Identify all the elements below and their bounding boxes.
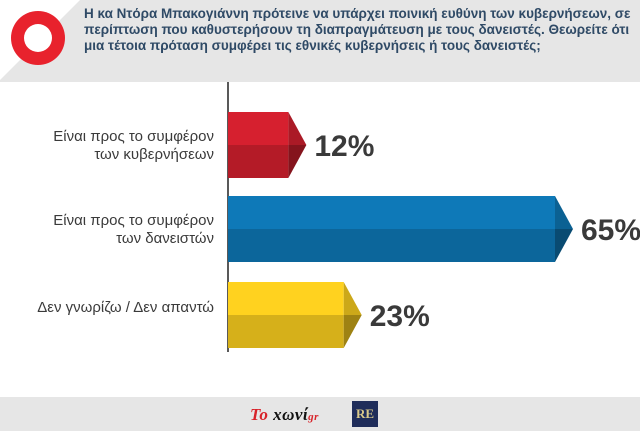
bar-1 bbox=[228, 112, 307, 178]
category-label: Είναι προς το συμφέρον bbox=[53, 128, 214, 145]
pollster-logo: RE bbox=[352, 401, 378, 427]
bar-2 bbox=[228, 196, 573, 262]
survey-question: Η κα Ντόρα Μπακογιάννη πρότεινε να υπάρχ… bbox=[84, 6, 631, 53]
bar-tip-upper bbox=[343, 282, 362, 315]
bar-bottom-face bbox=[228, 145, 289, 178]
value-label: 23% bbox=[370, 300, 430, 333]
footer-band bbox=[0, 397, 640, 431]
value-label: 12% bbox=[314, 130, 374, 163]
category-label: των δανειστών bbox=[116, 230, 214, 247]
circle-logo-icon bbox=[0, 0, 80, 80]
brand-logo: Το xωνίgr bbox=[250, 405, 319, 424]
category-label: Δεν γνωρίζω / Δεν απαντώ bbox=[37, 299, 214, 316]
value-label: 65% bbox=[581, 214, 640, 247]
bar-tip-lower bbox=[555, 229, 573, 262]
category-label: των κυβερνήσεων bbox=[94, 146, 214, 163]
bar-top-face bbox=[228, 112, 289, 145]
bar-top-face bbox=[228, 282, 344, 315]
bar-tip-upper bbox=[288, 112, 307, 145]
category-label: Είναι προς το συμφέρον bbox=[53, 212, 214, 229]
header-band: Η κα Ντόρα Μπακογιάννη πρότεινε να υπάρχ… bbox=[0, 0, 640, 82]
bar-top-face bbox=[228, 196, 555, 229]
bar-bottom-face bbox=[228, 229, 555, 262]
bar-bottom-face bbox=[228, 315, 344, 348]
bar-tip-lower bbox=[288, 145, 307, 178]
bar-tip-upper bbox=[555, 196, 573, 229]
bar-tip-lower bbox=[343, 315, 362, 348]
bar-3 bbox=[228, 282, 362, 348]
